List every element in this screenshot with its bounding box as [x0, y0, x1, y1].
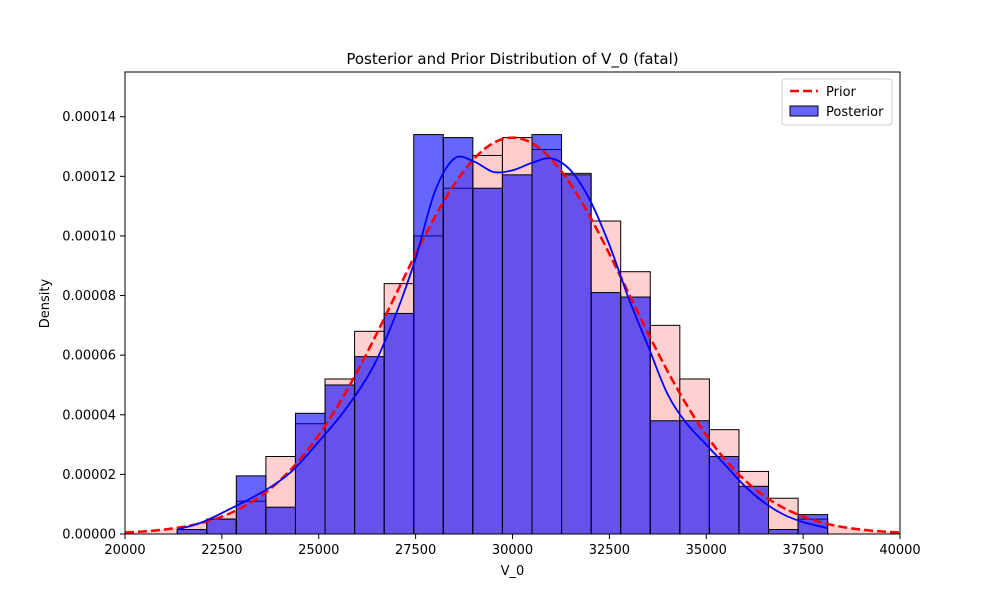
- posterior-histogram-bar: [294, 412, 326, 535]
- prior-histogram-bar: [768, 497, 799, 535]
- x-tick-label: 22500: [201, 543, 242, 558]
- posterior-histogram-bar: [442, 137, 474, 535]
- x-tick-label: 20000: [104, 543, 145, 558]
- posterior-histogram-bar: [561, 174, 592, 535]
- y-tick-label: 0.00010: [62, 229, 116, 244]
- prior-kde-line: [124, 136, 901, 534]
- y-tick-label: 0.00012: [62, 170, 116, 185]
- posterior-histogram-bar: [413, 134, 444, 535]
- posterior-histogram-bar: [501, 174, 533, 535]
- posterior-histogram-bar: [708, 456, 740, 535]
- posterior-histogram-bar: [383, 312, 415, 535]
- legend: Prior Posterior: [781, 78, 893, 126]
- posterior-kde-line: [176, 155, 828, 531]
- x-tick-label: 35000: [686, 543, 727, 558]
- posterior-histogram-bar: [324, 384, 356, 535]
- y-tick-label: 0.00002: [62, 468, 116, 483]
- legend-prior-label: Prior: [826, 85, 857, 100]
- y-tick-label: 0.00000: [62, 528, 116, 543]
- x-tick-label: 27500: [395, 543, 436, 558]
- chart-title: Posterior and Prior Distribution of V_0 …: [346, 50, 678, 69]
- x-tick-label: 30000: [492, 543, 533, 558]
- posterior-histogram-bar: [768, 529, 799, 535]
- posterior-histogram-bar: [472, 187, 503, 535]
- x-tick-label: 32500: [589, 543, 630, 558]
- x-tick-label: 37500: [782, 543, 823, 558]
- posterior-histogram-bar: [620, 296, 651, 535]
- histogram-bars-layer: [125, 134, 900, 535]
- y-tick-label: 0.00006: [62, 349, 116, 364]
- posterior-histogram-bar: [265, 506, 296, 535]
- legend-posterior-label: Posterior: [826, 105, 884, 120]
- y-tick-label: 0.00004: [62, 408, 116, 423]
- posterior-histogram-bar: [679, 420, 710, 535]
- posterior-histogram-bar: [531, 134, 563, 535]
- posterior-histogram-bar: [590, 292, 622, 535]
- posterior-histogram-bar: [235, 475, 267, 535]
- kde-lines-layer: [124, 136, 901, 534]
- posterior-histogram-bar: [176, 529, 208, 535]
- legend-posterior-swatch: [789, 105, 819, 117]
- axes-layer: 20000 22500 25000 27500 30000 32500 35000 37500…: [62, 71, 921, 558]
- posterior-histogram-bar: [649, 420, 681, 535]
- x-axis-title: V_0: [501, 564, 525, 579]
- y-axis-title: Density: [38, 278, 53, 328]
- x-tick-label: 40000: [879, 543, 920, 558]
- y-tick-label: 0.00014: [62, 110, 116, 125]
- posterior-histogram-bar: [354, 356, 385, 535]
- x-tick-label: 25000: [298, 543, 339, 558]
- y-tick-label: 0.00008: [62, 289, 116, 304]
